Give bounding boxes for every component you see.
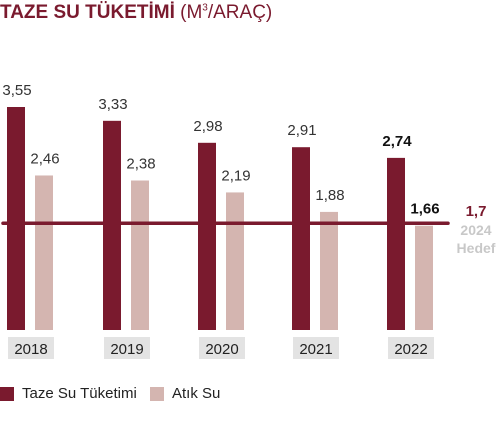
year-tab-2018 — [8, 337, 54, 359]
bar-chart: 3,55 2,46 2018 3,33 2,38 2019 2,98 2,19 2020 2,91… — [1, 82, 496, 359]
unit-prefix: (M — [180, 2, 203, 23]
bar-atik-su-2022 — [415, 225, 433, 330]
year-tab-2022 — [388, 337, 434, 359]
data-label-taze-su-2018: 3,55 — [2, 82, 31, 99]
x-tick-2021: 2021 — [299, 341, 332, 358]
x-tick-2019: 2019 — [110, 341, 143, 358]
data-label-atik-su-2022: 1,66 — [410, 201, 439, 218]
legend-swatch-atik-su — [150, 386, 164, 401]
data-label-taze-su-2021: 2,91 — [287, 122, 316, 139]
data-label-taze-su-2020: 2,98 — [193, 118, 222, 135]
year-tab-2019 — [104, 337, 150, 359]
x-tick-2018: 2018 — [14, 341, 47, 358]
x-tick-2020: 2020 — [205, 341, 238, 358]
data-label-atik-su-2020: 2,19 — [221, 167, 250, 184]
year-tab-2020 — [199, 337, 245, 359]
bar-atik-su-2020 — [226, 192, 244, 330]
bar-taze-su-2022 — [387, 157, 405, 330]
unit-suffix: /ARAÇ) — [207, 2, 273, 23]
legend-item-atik-su: Atık Su — [150, 385, 220, 402]
bar-atik-su-2018 — [35, 175, 53, 330]
chart-title-main: TAZE SU TÜKETİMİ — [0, 2, 175, 23]
bar-taze-su-2020 — [198, 142, 216, 330]
x-tick-2022: 2022 — [394, 341, 427, 358]
bar-atik-su-2021 — [320, 211, 338, 330]
legend-label-taze-su: Taze Su Tüketimi — [22, 385, 137, 402]
data-label-atik-su-2021: 1,88 — [315, 187, 344, 204]
target-caption-label: Hedef — [457, 240, 496, 256]
data-label-taze-su-2019: 3,33 — [98, 96, 127, 113]
legend-swatch-taze-su — [0, 386, 14, 401]
data-label-taze-su-2022: 2,74 — [382, 133, 412, 150]
legend-label-atik-su: Atık Su — [172, 385, 221, 402]
target-year-label: 2024 — [460, 222, 491, 238]
chart-title: TAZE SU TÜKETİMİ (M3/ARAÇ) — [0, 2, 272, 24]
bar-taze-su-2021 — [292, 147, 310, 330]
unit-superscript: 3 — [202, 2, 208, 14]
data-label-atik-su-2019: 2,38 — [126, 155, 155, 172]
target-value-label: 1,7 — [466, 203, 487, 220]
bar-taze-su-2018 — [7, 107, 25, 330]
year-tab-2021 — [293, 337, 339, 359]
bar-taze-su-2019 — [103, 120, 121, 330]
legend-item-taze-su: Taze Su Tüketimi — [0, 385, 137, 402]
data-label-atik-su-2018: 2,46 — [30, 150, 59, 167]
bar-atik-su-2019 — [131, 180, 149, 330]
chart-title-unit: (M3/ARAÇ) — [180, 2, 272, 23]
